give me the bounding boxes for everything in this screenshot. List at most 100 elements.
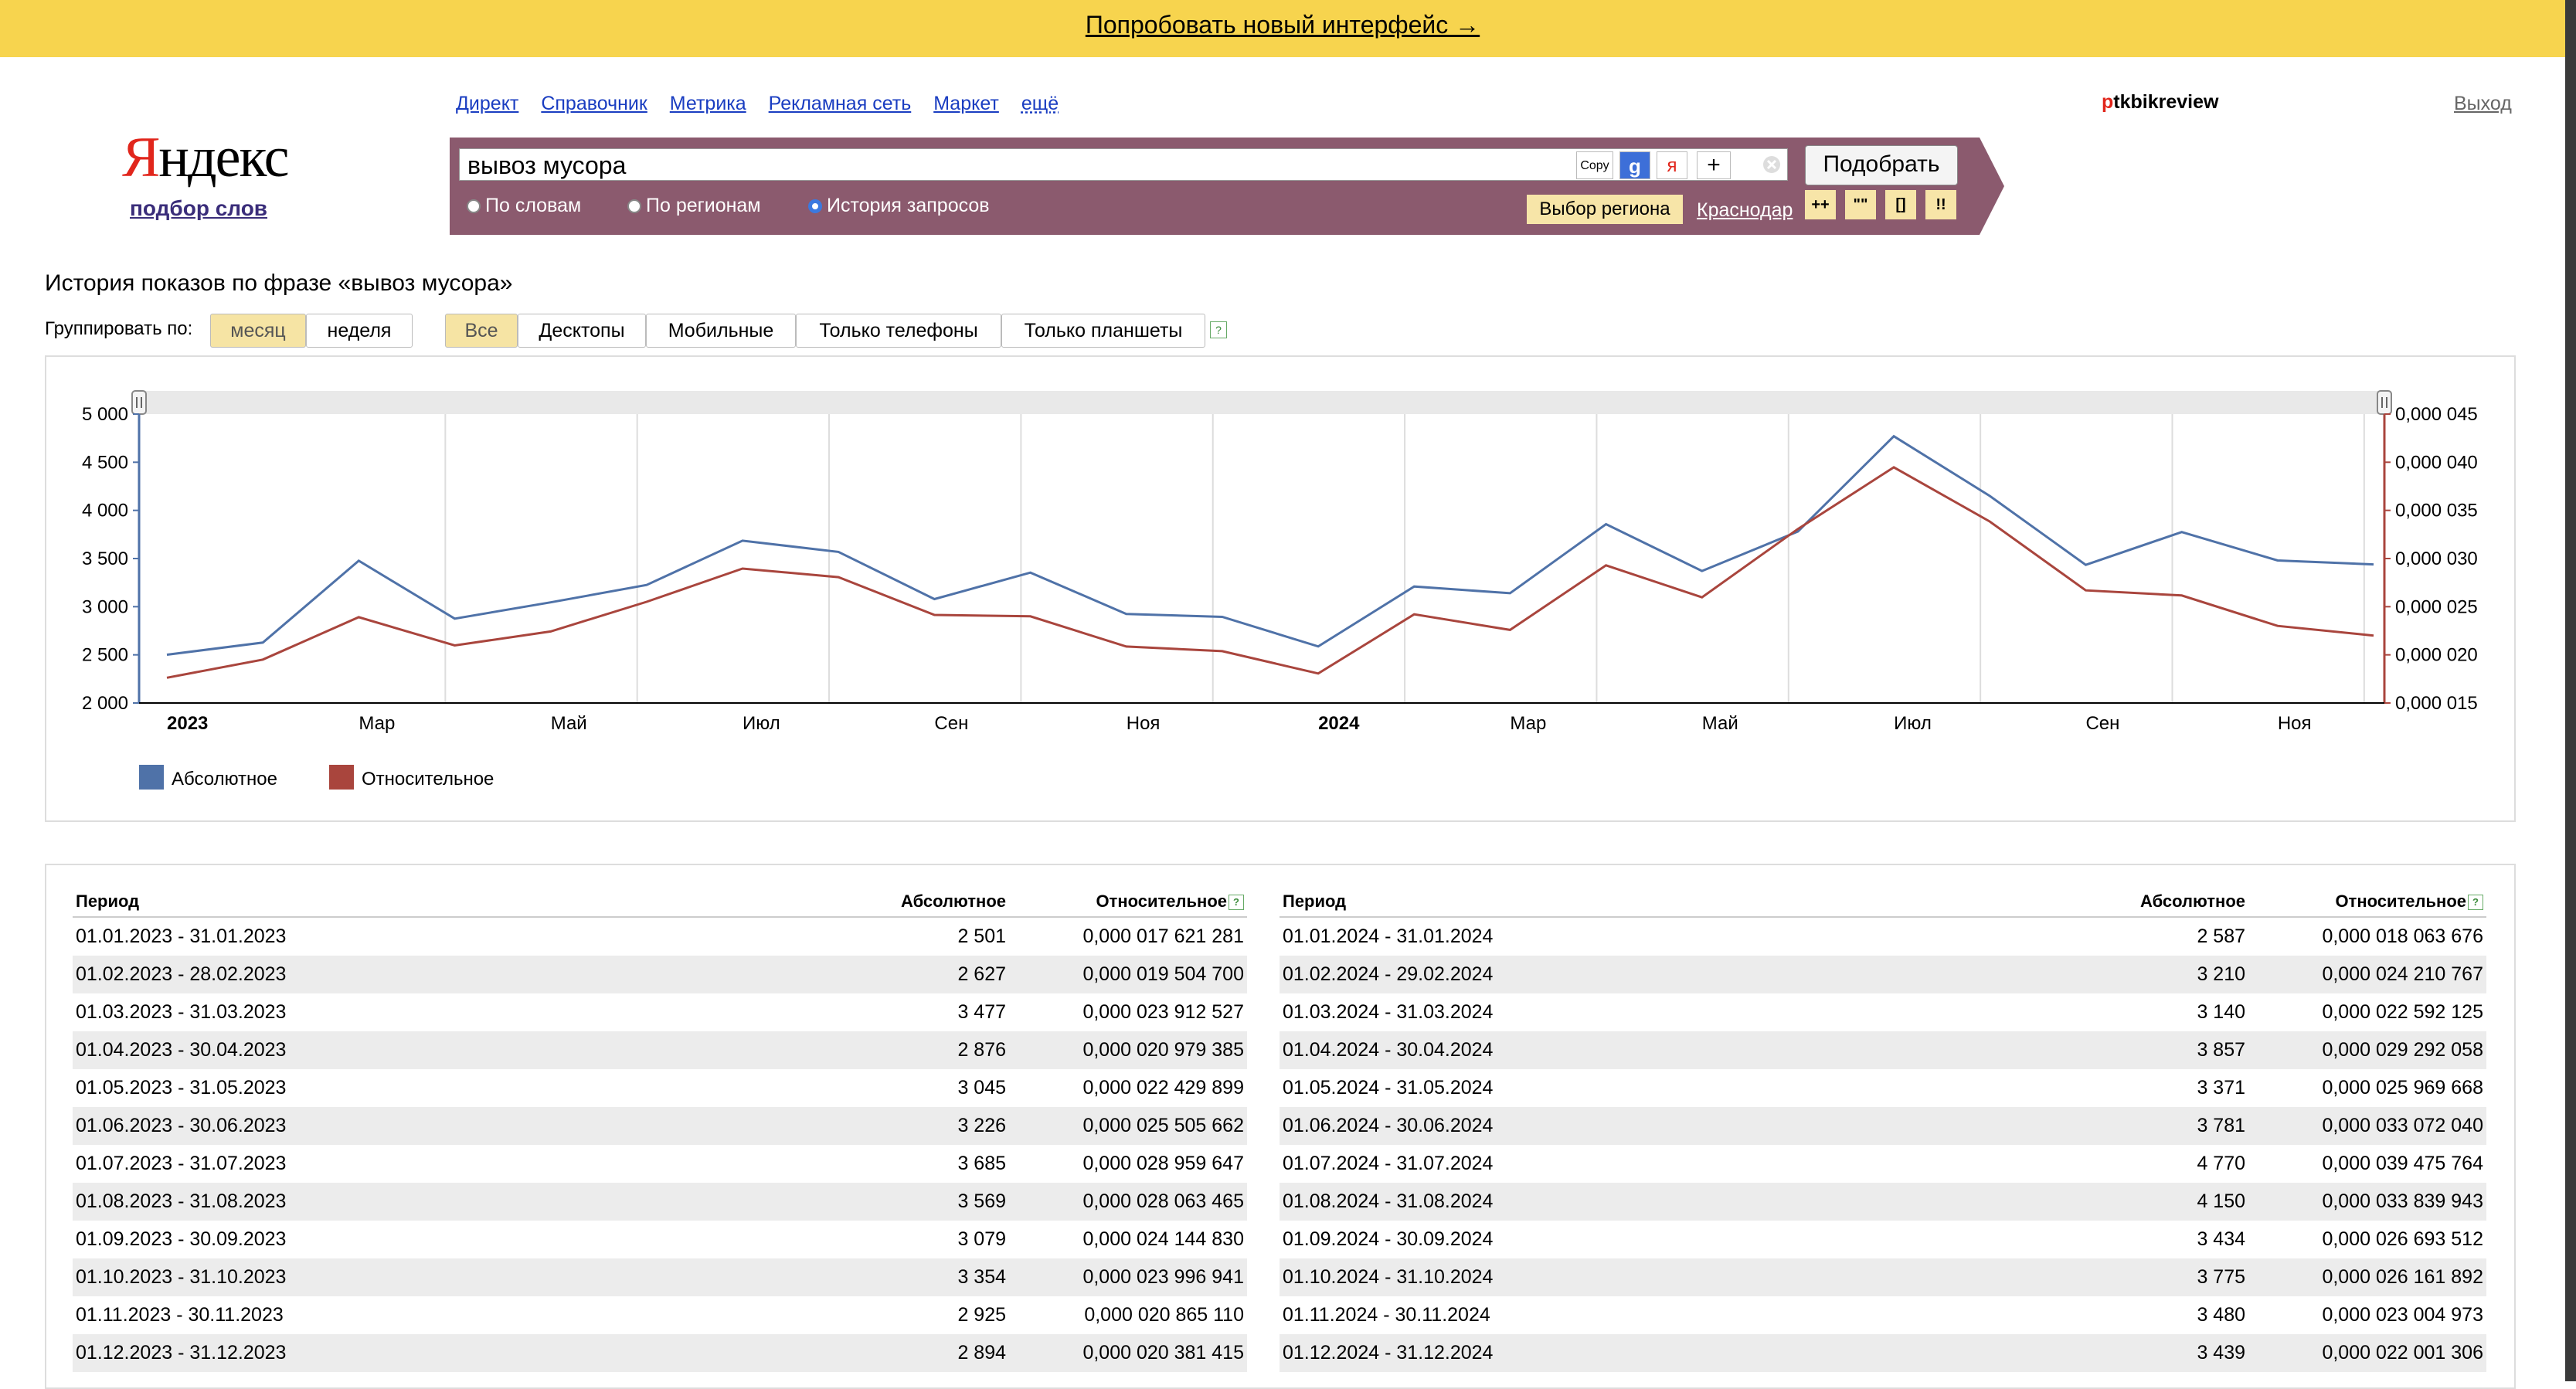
nav-more[interactable]: ещё [1021, 93, 1059, 114]
table-row: 01.11.2024 - 30.11.2024 3 480 0,000 023 00… [1280, 1296, 2486, 1334]
select-region-button[interactable]: Выбор региона [1527, 195, 1683, 224]
chart-panel: 2023 Мар Май Июл Сен Ноя 2024 Мар Май Июл Сен Ноя 5 … [45, 355, 2516, 822]
period-cell: 01.09.2024 - 30.09.2024 [1283, 1228, 1494, 1250]
period-cell: 01.09.2023 - 30.09.2023 [76, 1228, 287, 1250]
x-tick-label: Июл [743, 713, 780, 734]
mode-by-words[interactable]: По словам [467, 195, 581, 217]
yandex-logo[interactable]: Яндекс [122, 125, 289, 191]
period-cell: 01.10.2023 - 31.10.2023 [73, 1258, 771, 1296]
relative-cell: 0,000 022 001 306 [2248, 1334, 2486, 1372]
clear-icon[interactable] [1762, 155, 1782, 175]
table-row: 01.06.2024 - 30.06.2024 3 781 0,000 033 07… [1280, 1107, 2486, 1145]
table-row: 01.03.2023 - 31.03.2023 3 477 0,000 023 91… [73, 993, 1247, 1031]
group-month-button[interactable]: месяц [210, 314, 306, 348]
nav-reference[interactable]: Справочник [541, 93, 647, 114]
absolute-cell: 3 857 [2010, 1031, 2248, 1069]
period-cell: 01.07.2024 - 31.07.2024 [1283, 1153, 1494, 1174]
search-input[interactable]: вывоз мусора [459, 148, 1788, 181]
table-row: 01.08.2024 - 31.08.2024 4 150 0,000 033 83… [1280, 1183, 2486, 1221]
relative-cell: 0,000 018 063 676 [2322, 925, 2483, 947]
group-week-button[interactable]: неделя [306, 314, 413, 348]
nav-metrica[interactable]: Метрика [669, 93, 746, 114]
device-all-button[interactable]: Все [445, 314, 518, 348]
x-tick-label: Май [551, 713, 587, 734]
relative-cell: 0,000 023 004 973 [2322, 1304, 2483, 1326]
absolute-cell: 3 226 [771, 1107, 1009, 1145]
relative-cell: 0,000 039 475 764 [2322, 1153, 2483, 1174]
table-row: 01.09.2024 - 30.09.2024 3 434 0,000 026 69… [1280, 1221, 2486, 1258]
absolute-cell: 3 775 [2010, 1258, 2248, 1296]
google-search-button[interactable]: g [1619, 151, 1650, 179]
period-cell: 01.05.2024 - 31.05.2024 [1283, 1077, 1494, 1099]
operator-exclamation-button[interactable]: !! [1925, 190, 1956, 219]
y-right-tick-label: 0,000 040 [2395, 452, 2478, 473]
chart-title: История показов по фразе «вывоз мусора» [45, 270, 513, 296]
help-icon[interactable]: ? [2468, 895, 2483, 910]
user-name-rest: tkbikreview [2113, 91, 2219, 113]
table-row: 01.09.2023 - 30.09.2023 3 079 0,000 024 14… [73, 1221, 1247, 1258]
absolute-cell: 2 587 [2197, 925, 2245, 947]
absolute-cell: 3 079 [957, 1228, 1006, 1250]
x-tick-label: Ноя [1127, 713, 1161, 734]
period-cell: 01.04.2023 - 30.04.2023 [73, 1031, 771, 1069]
table-row: 01.12.2024 - 31.12.2024 3 439 0,000 022 00… [1280, 1334, 2486, 1372]
x-tick-label: Сен [934, 713, 968, 734]
absolute-cell: 2 501 [957, 925, 1006, 947]
table-row: 01.11.2023 - 30.11.2023 2 925 0,000 020 86… [73, 1296, 1247, 1334]
y-left-tick-label: 2 500 [82, 645, 128, 666]
user-name[interactable]: ptkbikreview [2102, 91, 2218, 114]
radio-icon [627, 199, 641, 213]
absolute-cell: 3 354 [771, 1258, 1009, 1296]
help-icon[interactable]: ? [1210, 321, 1227, 338]
table-row: 01.04.2024 - 30.04.2024 3 857 0,000 029 29… [1280, 1031, 2486, 1069]
yandex-search-button[interactable]: я [1657, 151, 1687, 179]
operator-quotes-button[interactable]: "" [1845, 190, 1876, 219]
nav-ad-network[interactable]: Рекламная сеть [768, 93, 912, 114]
absolute-cell: 3 781 [2010, 1107, 2248, 1145]
relative-header: Относительное? [1009, 887, 1247, 918]
absolute-cell: 4 150 [2010, 1183, 2248, 1221]
period-cell: 01.05.2023 - 31.05.2023 [76, 1077, 287, 1099]
history-table-2024: Период Абсолютное Относительное? 01.01.2… [1280, 887, 2486, 1372]
help-icon[interactable]: ? [1229, 895, 1244, 910]
relative-cell: 0,000 023 996 941 [1009, 1258, 1247, 1296]
user-name-first: p [2102, 91, 2114, 113]
submit-button[interactable]: Подобрать [1805, 145, 1958, 185]
device-desktop-button[interactable]: Десктопы [518, 314, 646, 348]
nav-market[interactable]: Маркет [933, 93, 999, 114]
table-row: 01.10.2023 - 31.10.2023 3 354 0,000 023 99… [73, 1258, 1247, 1296]
period-cell: 01.03.2024 - 31.03.2024 [1283, 1001, 1494, 1023]
period-header: Период [1280, 887, 2010, 918]
radio-icon [467, 199, 481, 213]
x-tick-label: Июл [1894, 713, 1932, 734]
absolute-cell: 3 210 [2010, 956, 2248, 993]
add-button[interactable]: + [1697, 151, 1731, 179]
mode-history[interactable]: История запросов [808, 195, 990, 217]
logo-first-letter: Я [122, 126, 160, 189]
operator-brackets-button[interactable]: [] [1885, 190, 1916, 219]
absolute-cell: 4 770 [2197, 1153, 2245, 1174]
wordstat-link[interactable]: подбор слов [130, 196, 268, 220]
logout-link[interactable]: Выход [2454, 93, 2512, 114]
relative-cell: 0,000 020 979 385 [1009, 1031, 1247, 1069]
period-cell: 01.02.2024 - 29.02.2024 [1280, 956, 2010, 993]
absolute-header: Абсолютное [2010, 887, 2248, 918]
absolute-cell: 3 477 [957, 1001, 1006, 1023]
try-new-interface-link[interactable]: Попробовать новый интерфейс → [1085, 11, 1480, 39]
y-left-tick-label: 3 000 [82, 596, 128, 617]
device-phones-button[interactable]: Только телефоны [796, 314, 1001, 348]
absolute-cell: 3 480 [2197, 1304, 2245, 1326]
y-left-tick-label: 4 000 [82, 501, 128, 521]
device-tablets-button[interactable]: Только планшеты [1001, 314, 1205, 348]
period-cell: 01.06.2024 - 30.06.2024 [1280, 1107, 2010, 1145]
nav-direct[interactable]: Директ [456, 93, 519, 114]
device-mobile-button[interactable]: Мобильные [646, 314, 796, 348]
copy-button[interactable]: Copy [1576, 151, 1613, 179]
y-left-tick-label: 2 000 [82, 693, 128, 714]
relative-cell: 0,000 033 072 040 [2248, 1107, 2486, 1145]
mode-by-words-label: По словам [485, 195, 582, 216]
mode-by-regions[interactable]: По регионам [627, 195, 761, 217]
operator-plus-button[interactable]: ++ [1805, 190, 1836, 219]
period-cell: 01.12.2023 - 31.12.2023 [73, 1334, 771, 1372]
region-link[interactable]: Краснодар [1697, 199, 1793, 221]
